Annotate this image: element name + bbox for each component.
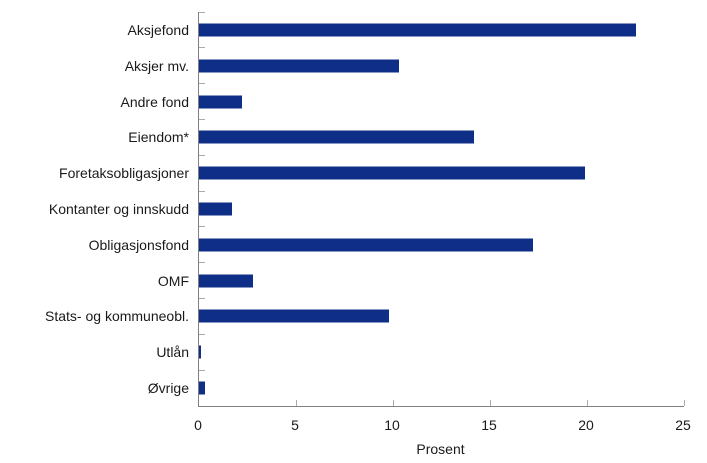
bar	[199, 309, 390, 323]
y-axis-tick	[199, 190, 205, 192]
category-label: Obligasjonsfond	[88, 236, 189, 253]
y-axis-tick	[199, 11, 205, 13]
chart-row: Foretaksobligasjoner	[59, 154, 684, 191]
x-axis-tick-label: 0	[194, 417, 202, 433]
category-label: Stats- og kommuneobl.	[45, 308, 189, 325]
y-axis-tick	[199, 47, 205, 49]
x-axis-tick	[684, 400, 685, 406]
bar	[199, 23, 636, 37]
chart-row: Aksjer mv.	[125, 47, 684, 84]
bar	[199, 130, 475, 144]
category-label: Aksjer mv.	[124, 57, 189, 74]
chart-row: Eiendom*	[128, 118, 684, 155]
category-label: Foretaksobligasjoner	[59, 165, 189, 182]
bar	[199, 238, 533, 252]
x-axis-tick	[393, 400, 394, 406]
y-axis-tick	[199, 226, 205, 228]
chart-row: Øvrige	[148, 369, 684, 406]
bar	[199, 166, 586, 180]
y-axis-tick	[199, 298, 205, 299]
x-axis-title: Prosent	[416, 441, 465, 457]
chart-row: OMF	[158, 262, 684, 299]
bar	[199, 345, 201, 359]
y-axis-tick	[199, 154, 205, 156]
x-axis-tick-label: 15	[481, 417, 497, 433]
y-axis-tick	[199, 262, 205, 264]
x-axis-tick-label: 10	[384, 417, 400, 433]
y-axis-tick	[199, 118, 205, 120]
bar	[199, 202, 232, 216]
x-axis-tick-label: 25	[675, 417, 691, 433]
category-label: Eiendom*	[128, 129, 189, 146]
x-axis-tick-labels: 0 5 10 15 20 25	[194, 417, 691, 435]
category-label: Utlån	[156, 344, 189, 361]
y-axis-tick	[199, 369, 205, 371]
x-axis-tick-label: 20	[578, 417, 594, 433]
category-label: Aksjefond	[127, 21, 189, 38]
category-label: Andre fond	[120, 93, 190, 110]
bar	[199, 274, 254, 288]
plot-area: Aksjefond Aksjer mv. Andre fond Eiendom* For…	[45, 11, 685, 407]
y-axis-tick	[199, 83, 205, 85]
bar	[199, 381, 205, 395]
y-axis-tick	[199, 333, 205, 335]
category-label: OMF	[157, 272, 189, 289]
x-axis-tick	[490, 400, 491, 406]
chart-row: Utlån	[156, 333, 684, 370]
x-axis-tick	[296, 400, 297, 406]
x-axis-tick-label: 5	[291, 417, 299, 433]
bar	[199, 95, 242, 109]
chart-row: Stats- og kommuneobl.	[45, 298, 684, 335]
x-axis-tick	[587, 400, 588, 406]
chart-row: Obligasjonsfond	[89, 226, 684, 263]
chart-row: Aksjefond	[128, 11, 684, 48]
chart-row: Kontanter og innskudd	[49, 190, 684, 227]
chart-row: Andre fond	[121, 83, 684, 120]
category-label: Kontanter og innskudd	[48, 200, 189, 217]
category-label: Øvrige	[147, 380, 189, 397]
bar	[199, 59, 399, 73]
